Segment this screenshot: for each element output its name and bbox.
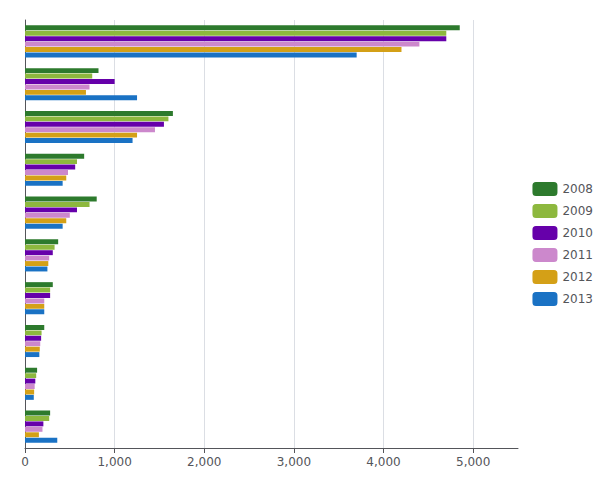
svg-text:5,000: 5,000	[456, 455, 490, 469]
svg-text:2012: 2012	[562, 270, 593, 284]
svg-text:2008: 2008	[562, 182, 593, 196]
svg-text:2,000: 2,000	[187, 455, 221, 469]
svg-text:4,000: 4,000	[366, 455, 400, 469]
svg-text:2011: 2011	[562, 248, 593, 262]
svg-text:0: 0	[21, 455, 29, 469]
svg-text:2010: 2010	[562, 226, 593, 240]
svg-text:2009: 2009	[562, 204, 593, 218]
svg-text:1,000: 1,000	[97, 455, 131, 469]
svg-text:2013: 2013	[562, 292, 593, 306]
svg-text:3,000: 3,000	[277, 455, 311, 469]
